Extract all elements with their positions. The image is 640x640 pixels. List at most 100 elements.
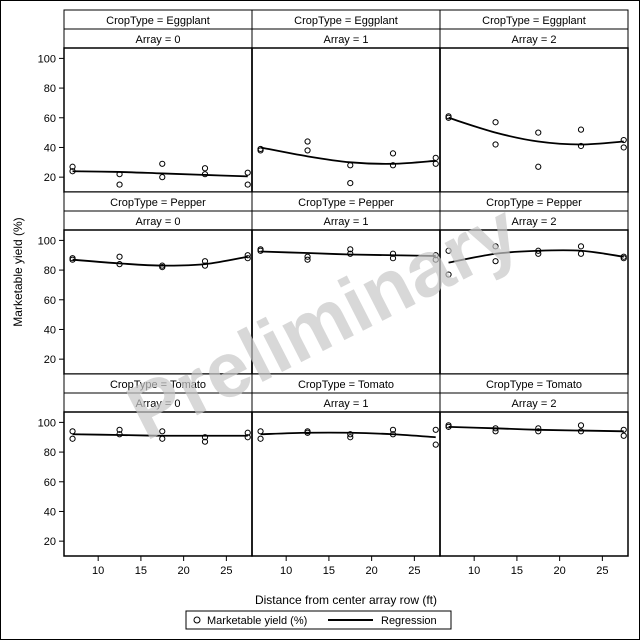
data-point [244, 255, 251, 262]
data-point [389, 250, 397, 257]
data-point [347, 179, 354, 187]
x-tick-label: 10 [280, 565, 292, 577]
panel-array-header: Array = 2 [512, 216, 557, 228]
y-tick-label: 80 [44, 265, 56, 277]
data-point [159, 435, 166, 442]
panel-array-header: Array = 1 [324, 216, 369, 228]
data-point [116, 181, 123, 188]
legend: Marketable yield (%) Regression [185, 610, 452, 630]
data-point [389, 431, 397, 438]
panel-r1-c1: CropType = Pepper Array = 1 [251, 191, 441, 375]
data-point [389, 426, 397, 433]
data-point [201, 165, 209, 172]
panel-array-header: Array = 1 [324, 34, 369, 46]
x-tick-label: 20 [554, 565, 566, 577]
data-point [201, 434, 209, 441]
data-point [620, 144, 627, 151]
regression-line [72, 255, 248, 267]
data-point [69, 163, 76, 170]
data-point [116, 171, 123, 178]
x-tick-label: 25 [408, 565, 420, 577]
data-point [304, 429, 311, 436]
y-tick-label: 60 [44, 295, 56, 307]
x-tick-label: 10 [468, 565, 480, 577]
y-tick-label: 20 [44, 354, 56, 366]
x-tick-label: 20 [366, 565, 378, 577]
data-point [577, 142, 585, 150]
y-tick-label: 60 [44, 477, 56, 489]
panel-frame [439, 411, 629, 557]
data-point [577, 422, 585, 429]
data-point [69, 435, 76, 442]
data-point [492, 425, 499, 432]
data-point [347, 431, 354, 438]
data-point [432, 252, 439, 259]
y-tick-label: 100 [38, 417, 56, 429]
data-point [492, 258, 499, 265]
legend-box [185, 610, 452, 630]
y-tick-label: 40 [44, 506, 56, 518]
data-point [159, 174, 166, 181]
x-tick-label: 20 [178, 565, 190, 577]
panel-array-header: Array = 0 [136, 398, 181, 410]
data-point [201, 171, 209, 178]
panel-crop-header: CropType = Pepper [486, 197, 582, 209]
panel-crop-header: CropType = Eggplant [294, 15, 398, 27]
data-point [244, 429, 251, 436]
panel-r2-c2: CropType = Tomato Array = 2 [439, 373, 629, 557]
data-point [304, 138, 311, 145]
y-tick-label: 100 [38, 235, 56, 247]
panel-array-header: Array = 1 [324, 398, 369, 410]
panel-r1-c0: CropType = Pepper Array = 0 [63, 191, 253, 375]
data-point [535, 425, 542, 432]
legend-label-points: Marketable yield (%) [207, 615, 307, 627]
data-point [535, 247, 542, 254]
y-tick-label: 40 [44, 142, 56, 154]
data-point [577, 126, 585, 133]
panel-array-header: Array = 0 [136, 34, 181, 46]
data-point [577, 250, 585, 257]
data-point [304, 147, 311, 154]
regression-line [72, 170, 248, 178]
y-tick-label: 80 [44, 447, 56, 459]
data-point [577, 243, 585, 250]
panel-r0-c2: CropType = Eggplant Array = 2 [439, 9, 629, 193]
data-point [535, 428, 542, 435]
data-point [159, 160, 166, 167]
data-point [620, 255, 627, 262]
panel-crop-header: CropType = Tomato [298, 379, 394, 391]
data-point [116, 426, 123, 433]
data-point [244, 169, 251, 176]
panel-array-header: Array = 2 [512, 34, 557, 46]
data-point [69, 168, 76, 175]
y-tick-label: 60 [44, 113, 56, 125]
y-tick-label: 40 [44, 324, 56, 336]
data-point [201, 438, 209, 445]
data-point [244, 434, 251, 441]
data-point [432, 441, 439, 448]
panel-array-header: Array = 2 [512, 398, 557, 410]
data-point [389, 162, 397, 169]
regression-line [260, 431, 436, 439]
panel-crop-header: CropType = Pepper [110, 197, 206, 209]
panel-crop-header: CropType = Tomato [486, 379, 582, 391]
data-point [432, 256, 439, 263]
data-point [620, 426, 627, 433]
regression-line [448, 425, 624, 433]
data-point [201, 258, 209, 265]
panels-layer: CropType = Eggplant Array = 0 CropType = E… [63, 9, 629, 557]
panel-r0-c1: CropType = Eggplant Array = 1 [251, 9, 441, 193]
data-point [116, 253, 123, 260]
data-point [535, 250, 542, 257]
y-tick-label: 20 [44, 536, 56, 548]
data-point [257, 147, 264, 154]
data-point [257, 247, 264, 254]
x-tick-label: 15 [135, 565, 147, 577]
y-tick-label: 80 [44, 83, 56, 95]
data-point [69, 428, 76, 435]
panel-array-header: Array = 0 [136, 216, 181, 228]
panel-r2-c1: CropType = Tomato Array = 1 [251, 373, 441, 557]
x-tick-label: 15 [323, 565, 335, 577]
